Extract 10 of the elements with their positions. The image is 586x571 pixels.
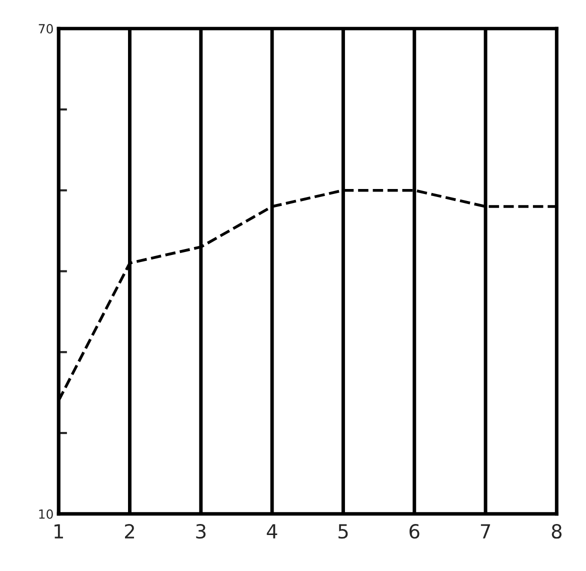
x-tick-label: 6	[410, 524, 420, 539]
x-tick-label: 2	[124, 524, 134, 538]
x-tick-label: 5	[338, 524, 348, 539]
x-tick-label: 3	[196, 524, 206, 539]
x-tick-label: 1	[54, 524, 63, 538]
x-tick-label: 4	[266, 524, 278, 538]
y-tick-label: 10	[39, 509, 53, 519]
y-tick-label: 70	[38, 24, 53, 34]
x-tick-label: 7	[480, 524, 490, 538]
x-tick-label: 8	[552, 524, 562, 539]
